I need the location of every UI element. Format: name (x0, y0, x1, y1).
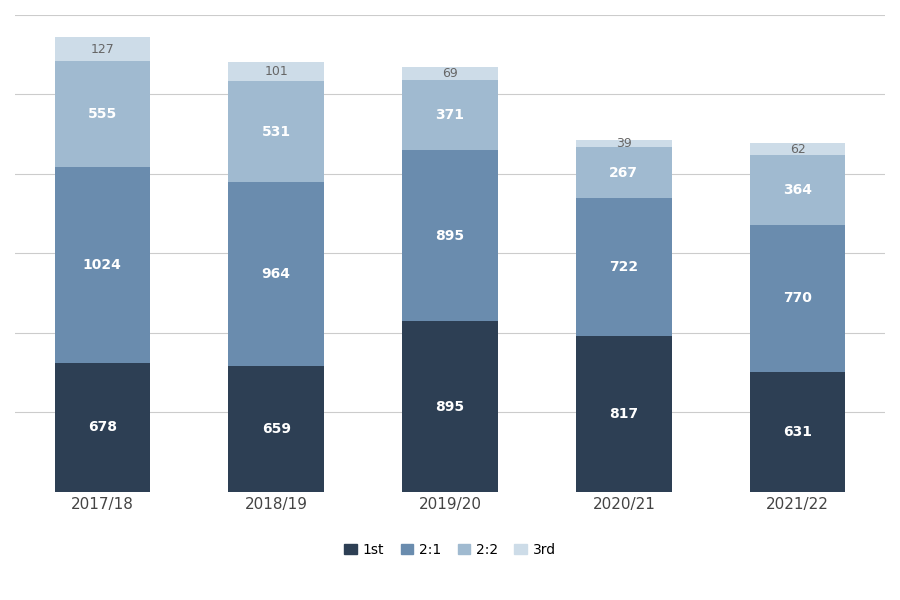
Bar (402, 67, 498, 80)
Text: 62: 62 (790, 143, 806, 156)
Bar (576, 199, 671, 336)
Text: 659: 659 (262, 422, 291, 436)
Bar (229, 182, 324, 366)
Legend: 1st, 2:1, 2:2, 3rd: 1st, 2:1, 2:2, 3rd (338, 537, 562, 562)
Bar (229, 366, 324, 492)
Text: 895: 895 (436, 229, 464, 243)
Bar (576, 148, 671, 199)
Text: 770: 770 (783, 291, 812, 305)
Text: 817: 817 (609, 407, 638, 421)
Bar (750, 371, 845, 492)
Text: 895: 895 (436, 400, 464, 413)
Bar (402, 80, 498, 151)
Bar (750, 143, 845, 155)
Text: 678: 678 (88, 421, 117, 434)
Text: 371: 371 (436, 108, 464, 122)
Bar (750, 224, 845, 371)
Text: 101: 101 (265, 65, 288, 78)
Bar (576, 140, 671, 148)
Text: 364: 364 (783, 183, 812, 197)
Text: 555: 555 (87, 107, 117, 121)
Bar (229, 81, 324, 182)
Bar (55, 167, 150, 362)
Bar (229, 62, 324, 81)
Text: 722: 722 (609, 260, 638, 274)
Bar (576, 336, 671, 492)
Text: 39: 39 (616, 137, 632, 150)
Bar (750, 155, 845, 224)
Text: 1024: 1024 (83, 258, 122, 272)
Text: 69: 69 (442, 67, 458, 80)
Bar (55, 362, 150, 492)
Text: 631: 631 (783, 425, 812, 439)
Text: 127: 127 (91, 43, 114, 56)
Text: 964: 964 (262, 267, 291, 281)
Text: 531: 531 (262, 125, 291, 139)
Text: 267: 267 (609, 166, 638, 180)
Bar (402, 151, 498, 321)
Bar (55, 37, 150, 61)
Bar (55, 61, 150, 167)
Bar (402, 321, 498, 492)
